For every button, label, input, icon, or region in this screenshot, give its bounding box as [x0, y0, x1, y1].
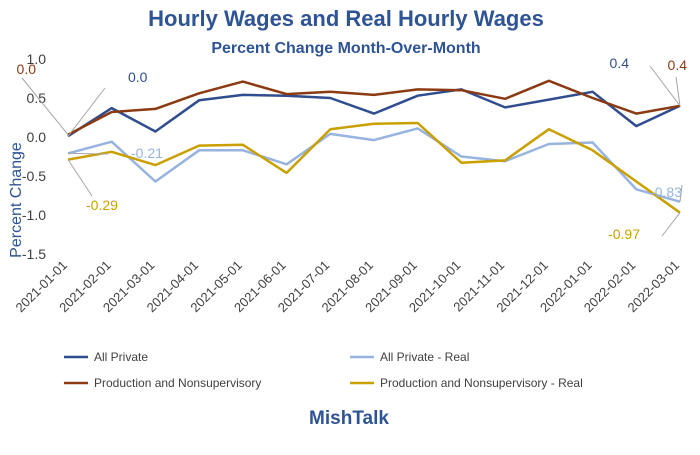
legend-entry: Production and Nonsupervisory - Real	[380, 376, 583, 390]
series-line-0	[67, 88, 681, 138]
series-line-2	[67, 79, 681, 136]
x-axis-ticks: 2021-01-012021-02-012021-03-012021-04-01…	[12, 258, 682, 316]
callout-leader	[649, 65, 681, 107]
callout-leader	[21, 77, 69, 135]
y-tick-label: 1.0	[27, 51, 47, 67]
series-lines	[67, 79, 681, 214]
source-label: MishTalk	[309, 408, 389, 429]
data-label: 0.0	[128, 69, 148, 85]
annotation-callouts: 0.0 0.0 -0.21 -0.29 0.4 0.4 -0.83 -0.97	[17, 55, 688, 242]
series-line-3	[67, 121, 681, 214]
legend-entry: All Private - Real	[380, 350, 469, 364]
data-label: 0.0	[17, 61, 37, 77]
data-label: -0.21	[131, 145, 163, 161]
callout-leader	[661, 212, 681, 237]
data-label: -0.29	[86, 197, 118, 213]
data-label: -0.97	[608, 226, 640, 242]
chart-title: Hourly Wages and Real Hourly Wages	[148, 6, 544, 31]
callout-leader	[67, 159, 93, 197]
data-label: 0.4	[610, 55, 630, 71]
legend-entry: All Private	[94, 350, 148, 364]
y-tick-label: -1.0	[22, 207, 46, 223]
callout-leader	[67, 152, 109, 155]
legend-entry: Production and Nonsupervisory	[94, 376, 261, 390]
callout-leader	[675, 76, 681, 106]
callout-leader	[67, 87, 106, 137]
legend: All Private All Private - Real Production …	[64, 350, 583, 390]
y-tick-label: 0.0	[27, 129, 47, 145]
y-axis-label: Percent Change	[8, 142, 25, 258]
series-line-1	[67, 127, 681, 203]
y-axis-ticks: 1.00.50.0-0.5-1.0-1.5	[22, 51, 46, 262]
data-label: -0.83	[650, 184, 682, 200]
y-tick-label: -1.5	[22, 246, 46, 262]
y-tick-label: -0.5	[22, 168, 46, 184]
data-label: 0.4	[668, 57, 688, 73]
chart-subtitle: Percent Change Month-Over-Month	[211, 40, 480, 57]
callout-leader	[679, 184, 683, 202]
